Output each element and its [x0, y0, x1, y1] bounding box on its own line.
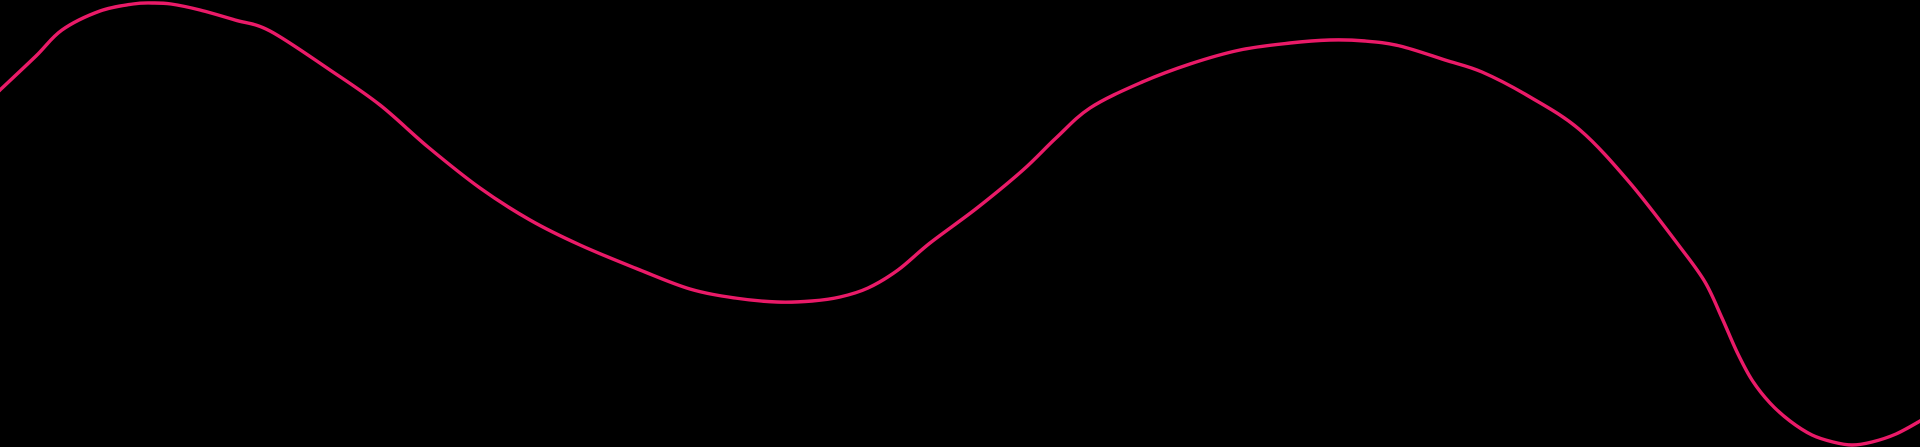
wave-curve-line — [0, 1, 1920, 447]
curve-canvas — [0, 0, 1920, 447]
wave-chart-svg — [0, 1, 1920, 447]
